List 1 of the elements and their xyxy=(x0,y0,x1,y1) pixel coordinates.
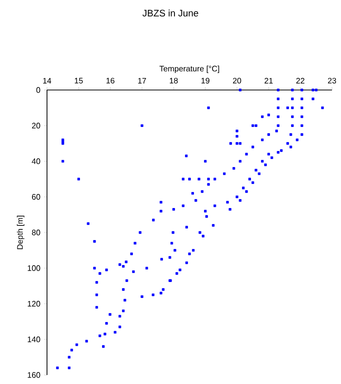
chart-title: JBZS in June xyxy=(142,10,198,16)
